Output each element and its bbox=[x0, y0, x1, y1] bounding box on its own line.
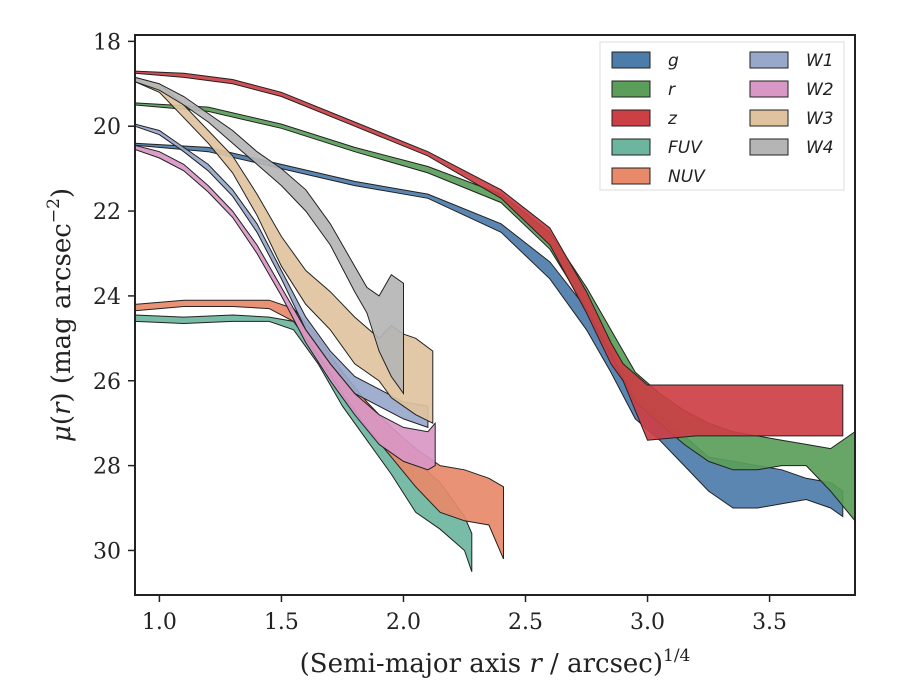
legend: grz FUV NUV W1 W2 W3 W4 bbox=[599, 41, 845, 191]
x-tick-label: 2.0 bbox=[386, 610, 421, 635]
y-axis-label-mu: μ bbox=[47, 425, 77, 442]
legend-swatch-w4 bbox=[749, 138, 789, 156]
x-axis-label-var: r bbox=[529, 649, 543, 679]
legend-swatch-w2 bbox=[749, 80, 789, 98]
x-axis-label-exp: 1/4 bbox=[663, 646, 690, 666]
legend-swatch-r bbox=[611, 80, 651, 98]
x-axis-label: (Semi-major axis r / arcsec)1/4 bbox=[300, 646, 691, 679]
y-tick-label: 26 bbox=[93, 370, 121, 395]
series-band-w2 bbox=[135, 144, 436, 471]
legend-label-fuv: FUV bbox=[668, 138, 703, 158]
x-tick-label: 1.0 bbox=[142, 610, 177, 635]
x-axis-label-text: (Semi-major axis bbox=[300, 649, 530, 679]
legend-label-r: r bbox=[668, 80, 676, 100]
y-tick-label: 28 bbox=[93, 455, 121, 480]
legend-label-w2: W2 bbox=[806, 80, 834, 100]
legend-label-w1: W1 bbox=[806, 51, 834, 71]
y-tick-label: 18 bbox=[93, 30, 121, 55]
legend-swatch-fuv bbox=[611, 138, 651, 156]
legend-label-nuv: NUV bbox=[668, 167, 706, 187]
legend-swatch-w3 bbox=[749, 109, 789, 127]
y-axis-label-text: ) (mag arcsec bbox=[47, 223, 77, 402]
series-band-z bbox=[135, 70, 844, 441]
plot-frame bbox=[134, 34, 856, 596]
legend-label-w3: W3 bbox=[806, 109, 834, 129]
series-band-w3 bbox=[135, 76, 434, 425]
y-axis-label-var: r bbox=[47, 401, 77, 415]
legend-swatch-g bbox=[611, 51, 651, 69]
series-band-w4 bbox=[135, 76, 404, 396]
y-tick-label: 22 bbox=[93, 200, 121, 225]
y-axis-label-close: ) bbox=[47, 188, 77, 198]
x-tick-label: 3.5 bbox=[752, 610, 787, 635]
legend-label-z: z bbox=[667, 109, 678, 129]
y-axis: 18 20 22 24 26 28 30 bbox=[93, 30, 135, 564]
y-tick-label: 30 bbox=[93, 539, 121, 564]
legend-swatch-z bbox=[611, 109, 651, 127]
series-layer bbox=[135, 70, 855, 572]
y-tick-label: 20 bbox=[93, 115, 121, 140]
y-axis-label: μ(r) (mag arcsec−2) bbox=[44, 188, 77, 442]
legend-label-w4: W4 bbox=[806, 138, 834, 158]
y-tick-label: 24 bbox=[93, 285, 121, 310]
x-axis: 1.0 1.5 2.0 2.5 3.0 3.5 bbox=[142, 595, 787, 635]
x-axis-label-text-end: / arcsec) bbox=[542, 649, 663, 679]
x-tick-label: 1.5 bbox=[264, 610, 299, 635]
legend-swatch-nuv bbox=[611, 167, 651, 185]
x-tick-label: 2.5 bbox=[508, 610, 543, 635]
x-tick-label: 3.0 bbox=[630, 610, 665, 635]
series-band-w1 bbox=[135, 123, 429, 429]
y-axis-label-exp: −2 bbox=[44, 198, 64, 223]
legend-label-g: g bbox=[668, 51, 679, 71]
legend-swatch-w1 bbox=[749, 51, 789, 69]
y-axis-label-paren: ( bbox=[47, 415, 77, 425]
